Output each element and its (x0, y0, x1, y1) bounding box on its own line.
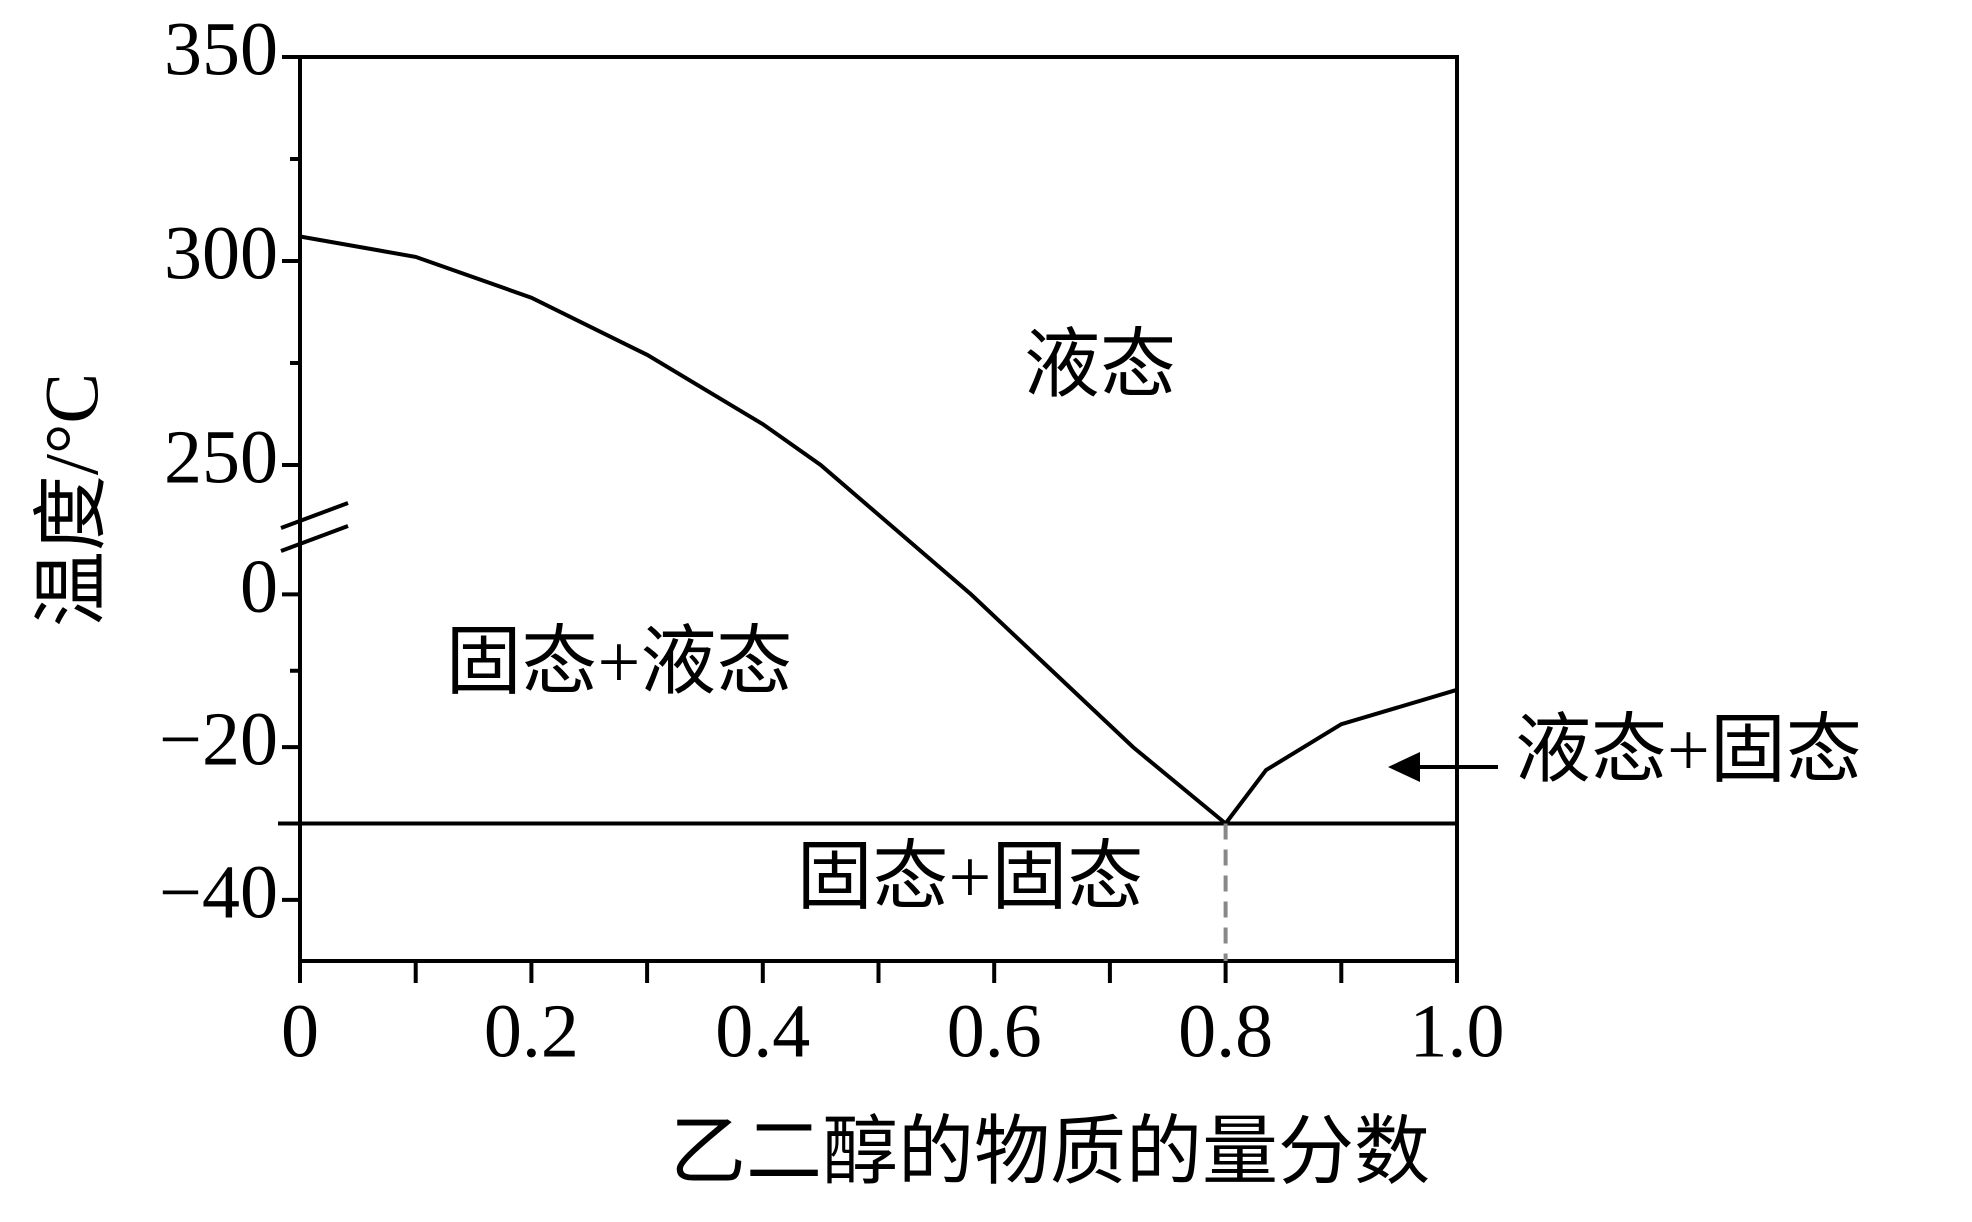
x-tick-label: 0.8 (1178, 989, 1273, 1073)
axis-break (280, 501, 349, 530)
x-tick-label: 1.0 (1410, 989, 1505, 1073)
curve (299, 234, 1227, 826)
y-tick-label: −20 (159, 698, 278, 782)
x-tick-label: 0.2 (484, 989, 579, 1073)
x-tick-label: 0 (281, 989, 319, 1073)
region-label: 液态+固态 (1515, 708, 1862, 792)
y-tick-label: 300 (164, 211, 278, 295)
curve (1224, 687, 1458, 825)
x-tick-label: 0.6 (947, 989, 1042, 1073)
region-label: 固态+固态 (797, 835, 1144, 919)
region-label: 固态+液态 (446, 620, 793, 704)
y-tick-label: −40 (159, 850, 278, 934)
axis-break (280, 524, 349, 553)
y-tick-label: 0 (240, 545, 278, 629)
y-axis-label: 温度/°C (30, 373, 114, 627)
x-axis-label: 乙二醇的物质的量分数 (670, 1110, 1430, 1194)
y-tick-label: 250 (164, 415, 278, 499)
arrow-head (1388, 752, 1420, 782)
region-label: 液态 (1024, 323, 1176, 407)
x-tick-label: 0.4 (715, 989, 810, 1073)
y-tick-label: 350 (164, 7, 278, 91)
